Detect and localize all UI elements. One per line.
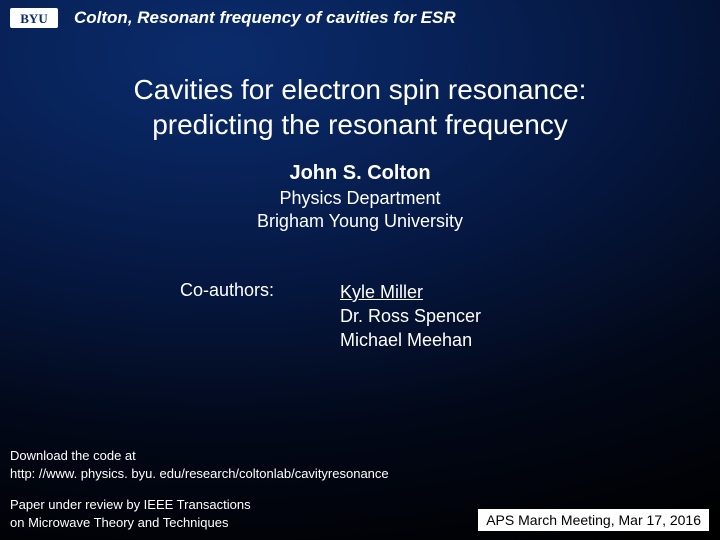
paper-line1: Paper under review by IEEE Transactions: [10, 496, 389, 514]
download-url: http: //www. physics. byu. edu/research/…: [10, 465, 389, 483]
footer-left: Download the code at http: //www. physic…: [10, 447, 389, 532]
author-name: John S. Colton: [0, 162, 720, 185]
header-bar: BYU Colton, Resonant frequency of caviti…: [0, 0, 720, 36]
affiliation-univ: Brigham Young University: [0, 210, 720, 233]
header-title: Colton, Resonant frequency of cavities f…: [74, 8, 456, 28]
meeting-badge: APS March Meeting, Mar 17, 2016: [477, 508, 710, 532]
coauthor-1: Kyle Miller: [340, 280, 540, 304]
affiliation: Physics Department Brigham Young Univers…: [0, 187, 720, 234]
coauthors-section: Co-authors: Kyle Miller Dr. Ross Spencer…: [0, 280, 720, 353]
main-title-line2: predicting the resonant frequency: [40, 107, 680, 142]
coauthors-list: Kyle Miller Dr. Ross Spencer Michael Mee…: [340, 280, 540, 353]
affiliation-dept: Physics Department: [0, 187, 720, 210]
footer: Download the code at http: //www. physic…: [0, 447, 720, 540]
coauthors-label: Co-authors:: [180, 280, 340, 353]
paper-line2: on Microwave Theory and Techniques: [10, 514, 389, 532]
byu-logo: BYU: [10, 6, 58, 30]
paper-block: Paper under review by IEEE Transactions …: [10, 496, 389, 532]
logo-text: BYU: [20, 11, 48, 26]
download-block: Download the code at http: //www. physic…: [10, 447, 389, 483]
download-text: Download the code at: [10, 447, 389, 465]
coauthor-3: Michael Meehan: [340, 328, 540, 352]
main-title: Cavities for electron spin resonance: pr…: [0, 72, 720, 142]
main-title-line1: Cavities for electron spin resonance:: [40, 72, 680, 107]
coauthor-2: Dr. Ross Spencer: [340, 304, 540, 328]
